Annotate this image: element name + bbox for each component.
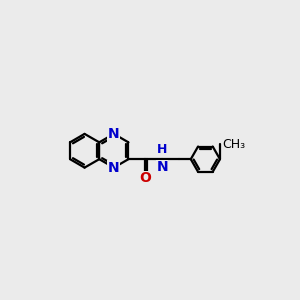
Text: N: N bbox=[108, 127, 120, 141]
Text: O: O bbox=[139, 171, 151, 185]
Text: H: H bbox=[157, 143, 167, 156]
Text: N: N bbox=[156, 160, 168, 174]
Text: CH₃: CH₃ bbox=[222, 138, 245, 151]
Text: N: N bbox=[108, 160, 120, 175]
